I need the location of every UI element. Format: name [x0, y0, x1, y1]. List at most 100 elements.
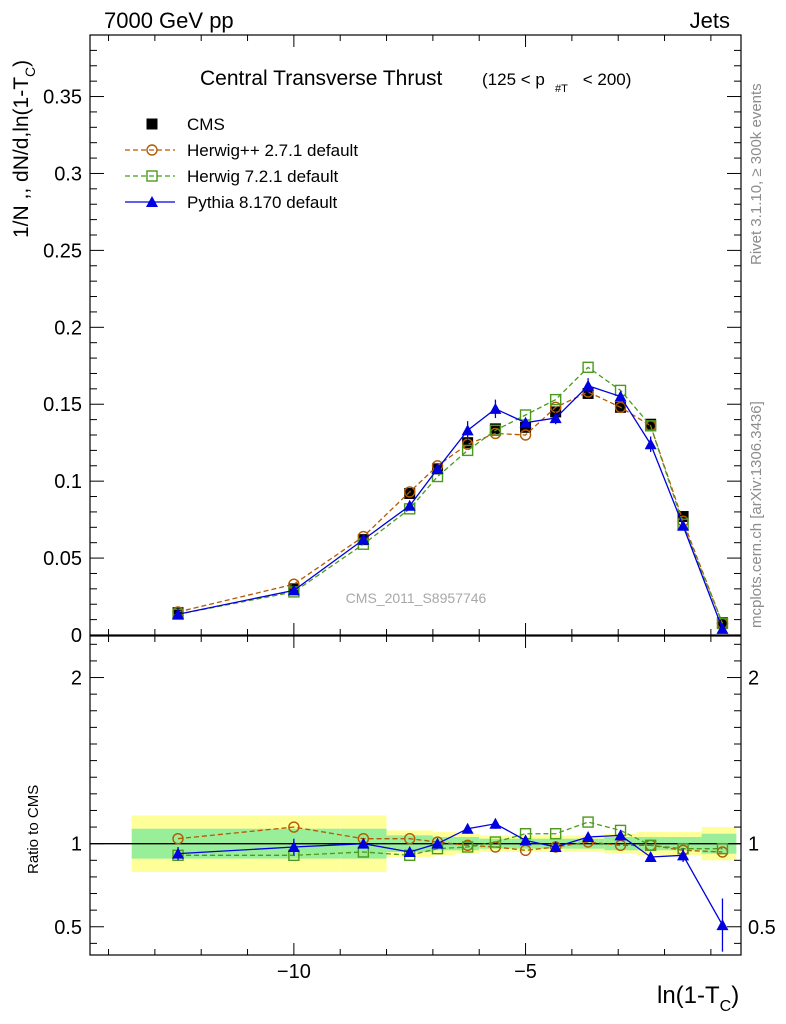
data-point — [404, 486, 416, 498]
series-dashed-square — [172, 361, 729, 862]
x-axis-label-tail: ) — [731, 982, 739, 1009]
side-label-top: Rivet 3.1.10, ≥ 300k events — [748, 83, 765, 265]
ratio-point — [461, 822, 474, 834]
x-axis-label: ln(1-TC) — [657, 982, 739, 1015]
legend-item: Herwig 7.2.1 default — [125, 167, 338, 186]
legend-label: Herwig 7.2.1 default — [187, 167, 338, 186]
ratio-y-tick-label-left: 1 — [71, 834, 82, 856]
ratio-point — [582, 816, 594, 828]
legend-label: CMS — [187, 115, 225, 134]
ratio-y-axis-label: Ratio to CMS — [25, 785, 42, 874]
main-plot-frame — [89, 34, 742, 636]
ratio-point — [716, 842, 729, 855]
ratio-point — [172, 847, 185, 859]
y-axis-label: 1/N ,, dN/d,ln(1-TC) — [10, 60, 38, 238]
data-point — [614, 390, 627, 402]
ratio-point — [519, 834, 532, 846]
y-tick-label: 0.15 — [43, 394, 82, 416]
ratio-point — [716, 919, 729, 931]
chart-title: Central Transverse Thrust — [200, 67, 443, 90]
ratio-point — [403, 845, 416, 857]
data-point — [172, 608, 185, 620]
legend-marker — [146, 144, 158, 156]
data-point — [462, 437, 474, 449]
y-tick-label: 0 — [71, 625, 82, 647]
legend-item: Pythia 8.170 default — [125, 193, 338, 212]
x-axis-label-main: ln(1-T — [657, 982, 720, 1009]
ratio-point — [489, 817, 502, 829]
ratio-plot-frame — [89, 635, 742, 956]
data-point — [461, 424, 474, 436]
data-point — [461, 444, 474, 457]
data-point — [677, 519, 690, 531]
legend-marker — [146, 170, 158, 182]
ratio-y-tick-label-right: 2 — [748, 668, 759, 690]
series-line-ratio — [177, 823, 724, 926]
data-point — [644, 438, 657, 450]
ratio-point — [677, 849, 690, 861]
header-left: 7000 GeV pp — [104, 8, 234, 33]
data-point — [519, 416, 532, 428]
data-point — [489, 424, 502, 437]
data-point — [519, 429, 532, 441]
data-point — [582, 379, 595, 391]
y-tick-label: 0.35 — [43, 87, 82, 109]
data-point — [644, 420, 657, 432]
y-axis-label-main: 1/N ,, dN/d,ln(1-T — [10, 77, 33, 238]
chart-title-cut-tail: < 200) — [578, 70, 631, 89]
header-right: Jets — [689, 8, 730, 33]
data-point — [404, 487, 416, 499]
data-point — [549, 393, 562, 406]
y-tick-label: 0.3 — [54, 163, 82, 185]
x-tick-label: −10 — [277, 961, 311, 983]
legend-marker — [146, 196, 158, 207]
ratio-point — [549, 828, 562, 840]
data-point — [489, 402, 502, 414]
series-line-main — [177, 391, 724, 624]
y-tick-label: 0.1 — [54, 471, 82, 493]
ratio-point — [172, 832, 184, 845]
plot-frames — [89, 34, 742, 956]
ratio-point — [287, 841, 300, 853]
chart-text-layer: Central Transverse Thrust (125 < p #T < … — [10, 60, 765, 1015]
ratio-y-tick-label-right: 0.5 — [748, 917, 776, 939]
ratio-point — [644, 839, 657, 852]
watermark: CMS_2011_S8957746 — [346, 590, 487, 606]
data-point — [287, 584, 300, 596]
ratio-point — [614, 829, 627, 841]
data-point — [614, 401, 627, 414]
ratio-point — [549, 841, 562, 853]
legend-label: Herwig++ 2.7.1 default — [187, 141, 358, 160]
ratio-y-tick-label-right: 1 — [748, 834, 759, 856]
series-layer — [172, 361, 729, 952]
y-tick-label: 0.25 — [43, 240, 82, 262]
x-axis-label-sub: C — [720, 998, 732, 1015]
data-point — [357, 533, 370, 545]
series-line-main — [177, 385, 724, 630]
y-axis-label-tail: ) — [10, 60, 33, 67]
x-tick-label: −5 — [514, 961, 537, 983]
ratio-point — [461, 841, 474, 853]
series-line-ratio — [177, 826, 723, 853]
series-line-main — [177, 366, 724, 624]
legend-item: CMS — [146, 115, 225, 134]
data-point — [716, 622, 729, 634]
ratio-point — [644, 850, 657, 862]
ratio-y-tick-label-left: 0.5 — [54, 917, 82, 939]
y-tick-label: 0.2 — [54, 317, 82, 339]
y-tick-label: 0.05 — [43, 548, 82, 570]
y-axis-label-sub: C — [22, 67, 38, 77]
ratio-point — [357, 837, 370, 849]
data-point — [549, 412, 562, 424]
data-point — [403, 499, 416, 511]
series-solid-triangle — [172, 378, 729, 952]
ratio-point — [404, 832, 416, 845]
ratio-uncertainty-bands — [90, 815, 741, 872]
legend: CMS Herwig++ 2.7.1 default Herwig 7.2.1 de… — [125, 115, 358, 212]
side-label-bottom: mcplots.cern.ch [arXiv:1306.3436] — [748, 401, 765, 628]
legend-label: Pythia 8.170 default — [187, 193, 338, 212]
data-point — [431, 462, 444, 474]
axis-ticks: −10 −5 0 0.05 0.1 0.15 0.2 0.25 0.3 0.35 0.5 0.5 1 1 2… — [43, 34, 776, 983]
legend-item: Herwig++ 2.7.1 default — [125, 141, 358, 160]
